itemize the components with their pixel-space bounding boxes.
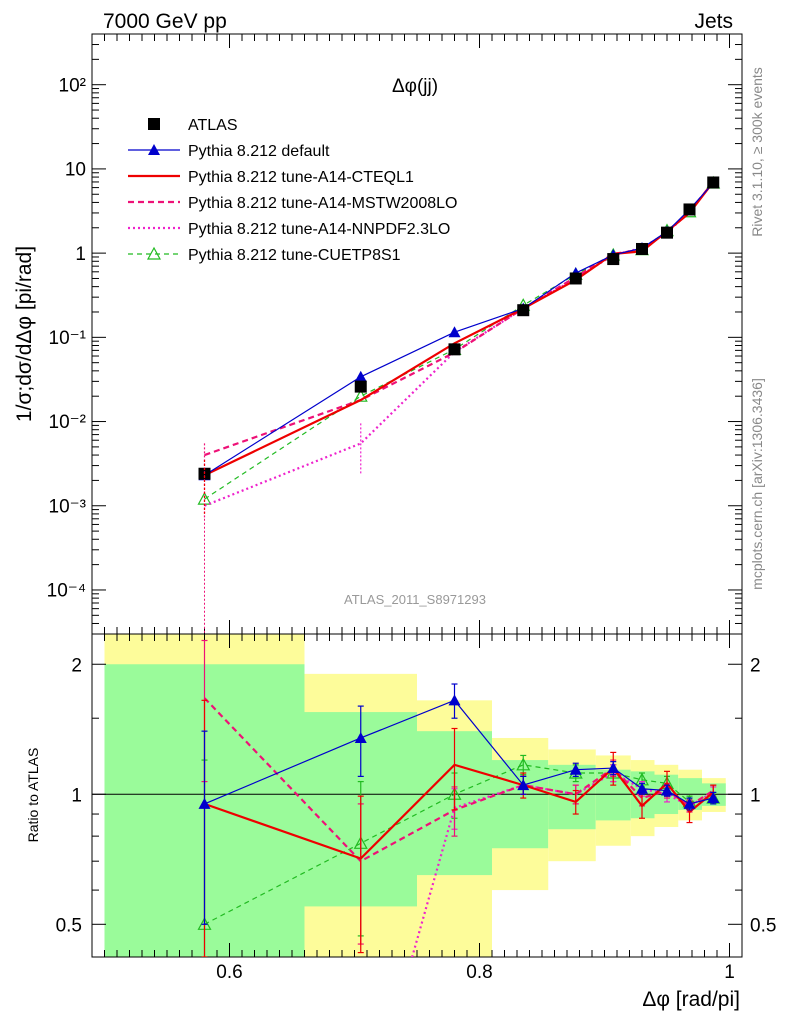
y-axis-label: 1/σ;dσ/dΔφ [pi/rad] [13, 246, 36, 422]
ratio-y-tick-label-right: 2 [750, 655, 761, 676]
legend-entry-nnpdf: Pythia 8.212 tune-A14-NNPDF2.3LO [128, 221, 450, 238]
ratio-y-tick-label-left: 2 [71, 655, 82, 676]
legend-entry-mstw: Pythia 8.212 tune-A14-MSTW2008LO [128, 195, 457, 212]
default-marker [448, 326, 461, 338]
atlas-data-point [707, 176, 720, 189]
main-y-tick-label: 10⁻⁴ [47, 581, 86, 602]
ratio-y-tick-label-right: 0.5 [750, 915, 776, 936]
legend-entry-atlas: ATLAS [148, 117, 238, 134]
legend-label-nnpdf: Pythia 8.212 tune-A14-NNPDF2.3LO [188, 221, 450, 238]
main-y-tick-label: 10² [59, 75, 86, 96]
atlas-data-point [607, 253, 620, 266]
legend-atlas-marker [148, 118, 160, 130]
default-marker [517, 779, 530, 791]
mcplots-label: mcplots.cern.ch [arXiv:1306.3436] [749, 378, 765, 590]
x-tick-label: 0.6 [216, 962, 242, 983]
atlas-data-point [448, 343, 461, 356]
default-marker [707, 792, 720, 804]
x-axis-label: Δφ [rad/pi] [642, 988, 740, 1011]
analysis-label: ATLAS_2011_S8971293 [344, 592, 486, 607]
ratio-y-tick-label-left: 1 [71, 785, 82, 806]
ratio-line-default [204, 699, 714, 805]
legend-label-cteql1: Pythia 8.212 tune-A14-CTEQL1 [188, 169, 414, 186]
ratio-y-tick-label-left: 0.5 [56, 915, 82, 936]
legend-label-cuetp: Pythia 8.212 tune-CUETP8S1 [188, 247, 401, 264]
atlas-data-point [661, 226, 673, 239]
main-y-tick-label: 10⁻³ [49, 496, 87, 517]
ratio-uncertainty-bands [92, 634, 742, 957]
ratio-series-default [198, 683, 720, 925]
main-y-tick-label: 10⁻¹ [49, 328, 87, 349]
default-marker [354, 370, 367, 382]
main-series-atlas [198, 176, 720, 480]
main-y-tick-label: 10 [65, 160, 86, 181]
cuetp8s1-marker [516, 757, 531, 771]
atlas-data-point [636, 242, 648, 255]
energy-label: 7000 GeV pp [103, 10, 227, 33]
legend-entry-cuetp: Pythia 8.212 tune-CUETP8S1 [128, 246, 401, 264]
legend-label-mstw: Pythia 8.212 tune-A14-MSTW2008LO [188, 195, 457, 212]
default-marker [448, 694, 461, 706]
default-marker [354, 731, 367, 743]
ratio-y-tick-label-right: 1 [750, 785, 761, 806]
default-marker [661, 784, 673, 796]
data-series [197, 175, 721, 957]
default-marker [198, 797, 211, 809]
atlas-data-point [683, 203, 696, 216]
cuetp8s1-marker [146, 246, 162, 260]
legend: ATLAS Pythia 8.212 default Pythia 8.212 tu… [128, 117, 457, 264]
atlas-data-point [354, 380, 367, 393]
rivet-label: Rivet 3.1.10, ≥ 300k events [749, 67, 765, 237]
default-marker [607, 762, 620, 774]
band-inner-3 [492, 760, 549, 849]
default-marker [148, 144, 160, 155]
legend-entry-cteql1: Pythia 8.212 tune-A14-CTEQL1 [128, 169, 414, 186]
main-line-cteql1 [204, 181, 715, 477]
main-y-tick-label: 10⁻² [49, 412, 87, 433]
main-line-default [204, 182, 714, 476]
default-marker [683, 797, 696, 809]
x-tick-label: 0.8 [466, 962, 492, 983]
default-marker [636, 782, 648, 794]
legend-entry-default: Pythia 8.212 default [128, 143, 330, 160]
default-marker [569, 763, 582, 775]
x-tick-label: 1 [724, 962, 735, 983]
ratio-axis-label: Ratio to ATLAS [25, 748, 41, 843]
jets-label: Jets [694, 10, 733, 33]
legend-label-default: Pythia 8.212 default [188, 143, 330, 160]
ratio-line-mstw [203, 697, 714, 863]
main-y-tick-label: 1 [75, 244, 86, 265]
legend-label-atlas: ATLAS [188, 117, 238, 134]
atlas-data-point [517, 304, 530, 317]
chart-title: Δφ(jj) [392, 76, 438, 97]
main-series-cteql1 [204, 181, 715, 477]
axis-ticks: 10⁻⁴ 10⁻³ 10⁻² 10⁻¹ 1 10 10² 0.5 0.5 1 1 2 2 0.6 0.8 1 [47, 34, 776, 983]
atlas-data-point [569, 272, 582, 285]
ratio-line-cuetp [204, 764, 714, 925]
